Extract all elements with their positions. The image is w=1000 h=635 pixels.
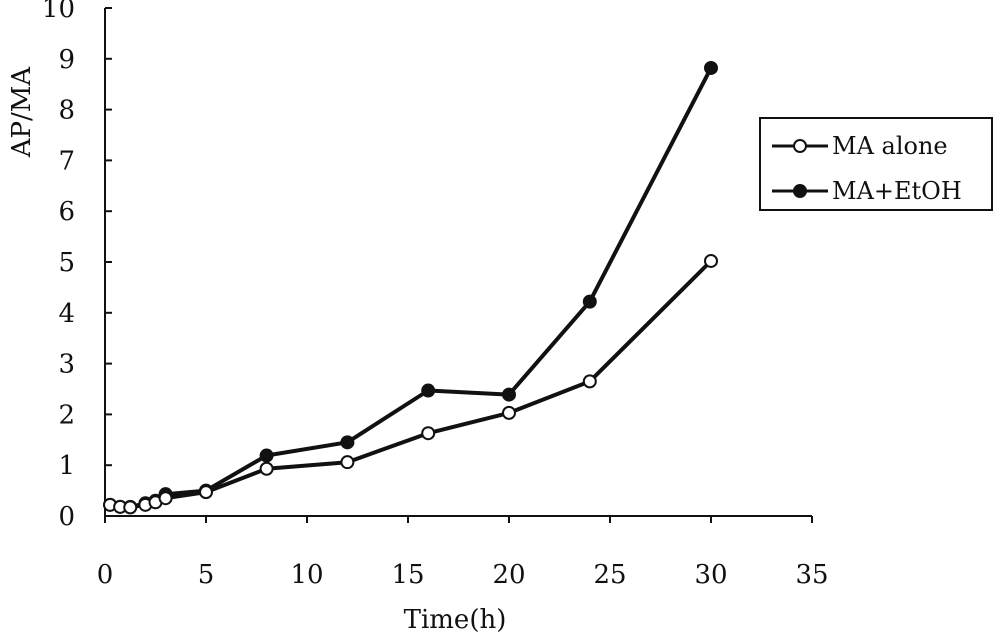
y-tick-label: 6 [58, 197, 75, 227]
data-point [502, 405, 516, 420]
data-point [582, 374, 597, 389]
y-tick-label: 5 [58, 248, 75, 278]
legend: MA alone MA+EtOH [759, 117, 993, 211]
y-tick-label: 4 [58, 299, 75, 329]
data-point [421, 383, 436, 398]
legend-item: MA alone [772, 132, 948, 160]
legend-label: MA alone [832, 132, 948, 160]
series-line [109, 259, 713, 510]
data-point [199, 485, 213, 500]
series-layer [103, 60, 718, 515]
data-point [704, 253, 718, 268]
x-tick-label: 30 [694, 560, 727, 590]
data-point [259, 448, 274, 463]
data-point [582, 294, 597, 309]
legend-label: MA+EtOH [832, 177, 962, 205]
y-tick-label: 9 [58, 45, 75, 75]
y-tick-label: 1 [58, 451, 75, 481]
data-point [123, 500, 138, 515]
y-tick-label: 10 [42, 0, 75, 24]
x-tick-label: 10 [290, 560, 323, 590]
y-tick-label: 8 [58, 96, 75, 126]
x-axis-title: Time(h) [404, 605, 507, 635]
data-point [502, 387, 516, 402]
data-point [259, 461, 274, 476]
data-point [704, 60, 718, 75]
legend-marker [793, 184, 807, 198]
y-ticks: 0 1 2 3 4 5 6 7 8 9 10 [42, 0, 112, 532]
x-tick-label: 0 [97, 560, 114, 590]
data-point [340, 455, 355, 470]
x-tick-label: 20 [492, 560, 525, 590]
data-point [158, 491, 173, 506]
x-tick-label: 15 [391, 560, 424, 590]
x-ticks: 0 5 10 15 20 25 30 35 [97, 516, 829, 590]
data-point [421, 426, 436, 441]
x-tick-label: 5 [198, 560, 215, 590]
data-point [340, 435, 355, 450]
legend-item: MA+EtOH [772, 177, 962, 205]
series-1 [103, 60, 718, 514]
y-tick-label: 2 [58, 400, 75, 430]
series-0 [103, 253, 718, 515]
y-tick-label: 7 [58, 146, 75, 176]
y-tick-label: 0 [58, 502, 75, 532]
x-tick-label: 25 [593, 560, 626, 590]
legend-items: MA alone MA+EtOH [772, 132, 962, 205]
y-axis-title: AP/MA [7, 66, 37, 159]
legend-marker [793, 139, 807, 153]
axes: 0 5 10 15 20 25 30 35 0 1 2 3 4 5 6 7 8 9 10 [42, 0, 829, 590]
y-tick-label: 3 [58, 350, 75, 380]
x-tick-label: 35 [795, 560, 828, 590]
